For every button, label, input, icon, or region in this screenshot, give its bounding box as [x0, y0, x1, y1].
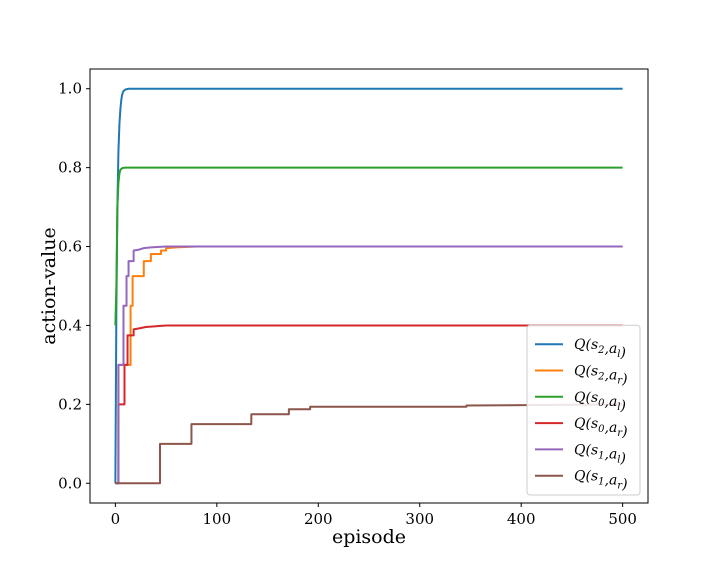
- series-line-2: [114, 166, 623, 326]
- series-line-5: [115, 403, 623, 485]
- x-tick-label: 300: [405, 510, 434, 528]
- y-axis-ticks: 0.0 0.2 0.4 0.6 0.8 1.0: [58, 80, 90, 492]
- y-tick-label: 0.8: [58, 159, 82, 177]
- series-line-1: [115, 245, 623, 485]
- series-line-4: [115, 245, 623, 485]
- y-axis-label: action-value: [38, 227, 60, 344]
- legend-box: [526, 324, 641, 496]
- y-tick-label: 0.4: [58, 316, 82, 334]
- x-tick-label: 400: [507, 510, 536, 528]
- legend-label-3: Q(s0,ar): [574, 416, 628, 440]
- series-lines: [114, 87, 623, 485]
- x-axis-ticks: 0 100 200 300 400 500: [111, 503, 637, 528]
- x-tick-label: 500: [608, 510, 637, 528]
- legend-label-1: Q(s2,ar): [574, 364, 628, 388]
- x-tick-label: 200: [304, 510, 333, 528]
- plot-frame: [89, 68, 649, 504]
- legend-label-5: Q(s1,ar): [574, 469, 628, 493]
- legend-label-2: Q(s0,al): [574, 390, 626, 414]
- x-tick-label: 100: [202, 510, 231, 528]
- y-tick-label: 0.6: [58, 238, 82, 256]
- y-tick-label: 0.0: [58, 474, 82, 492]
- legend-label-4: Q(s1,al): [574, 442, 626, 466]
- legend-label-0: Q(s2,al): [574, 337, 626, 361]
- series-line-3: [115, 324, 623, 485]
- y-tick-label: 1.0: [58, 80, 82, 98]
- legend: Q(s2,al) Q(s2,ar)Q(s0,al)Q(s0,ar)Q(s1,al)…: [526, 324, 641, 496]
- x-tick-label: 0: [111, 510, 121, 528]
- x-axis-label: episode: [332, 526, 406, 548]
- y-tick-label: 0.2: [58, 395, 82, 413]
